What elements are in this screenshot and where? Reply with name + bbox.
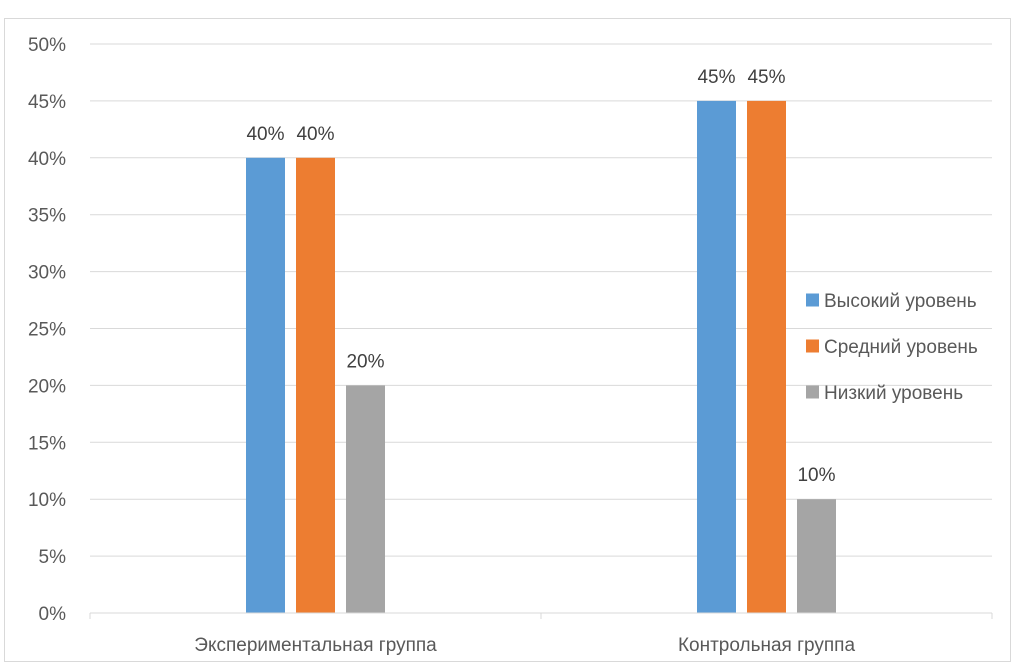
bar xyxy=(296,157,335,614)
data-label: 40% xyxy=(296,124,334,145)
y-tick-label: 15% xyxy=(28,433,66,454)
y-axis-ticks: 0% 5% 10% 15% 20% 25% 30% 35% 40% 45% 50% xyxy=(28,35,66,625)
x-category-label: Экспериментальная группа xyxy=(194,635,437,656)
y-tick-label: 0% xyxy=(39,604,67,625)
data-label: 10% xyxy=(797,465,835,486)
y-tick-label: 50% xyxy=(28,35,66,56)
x-category-label: Контрольная группа xyxy=(678,635,856,656)
data-label: 40% xyxy=(246,124,284,145)
y-tick-label: 45% xyxy=(28,92,66,113)
legend-label: Средний уровень xyxy=(824,337,978,358)
x-axis xyxy=(89,612,993,619)
bars xyxy=(246,100,836,614)
chart-frame xyxy=(4,18,1011,662)
legend-swatch xyxy=(806,339,819,353)
legend-label: Высокий уровень xyxy=(824,291,977,312)
bar xyxy=(246,157,285,614)
bar xyxy=(346,385,385,613)
data-label: 45% xyxy=(747,67,785,88)
y-tick-label: 5% xyxy=(39,547,67,568)
legend-swatch xyxy=(806,293,819,307)
bar xyxy=(747,100,786,613)
legend-swatch xyxy=(806,385,819,399)
y-tick-label: 35% xyxy=(28,206,66,227)
data-labels: 40% 40% 20% 45% 45% 10% xyxy=(246,67,835,486)
data-label: 20% xyxy=(346,351,384,372)
y-tick-label: 20% xyxy=(28,376,66,397)
y-tick-label: 30% xyxy=(28,263,66,284)
gridlines xyxy=(90,43,992,557)
y-tick-label: 40% xyxy=(28,149,66,170)
bar xyxy=(697,100,736,613)
y-tick-label: 25% xyxy=(28,320,66,341)
x-axis-ticks: Экспериментальная группа Контрольная груп… xyxy=(194,635,855,656)
y-tick-label: 10% xyxy=(28,490,66,511)
bar xyxy=(797,499,836,613)
legend-label: Низкий уровень xyxy=(824,383,963,404)
legend: Высокий уровень Средний уровень Низкий уро… xyxy=(806,291,978,404)
data-label: 45% xyxy=(697,67,735,88)
